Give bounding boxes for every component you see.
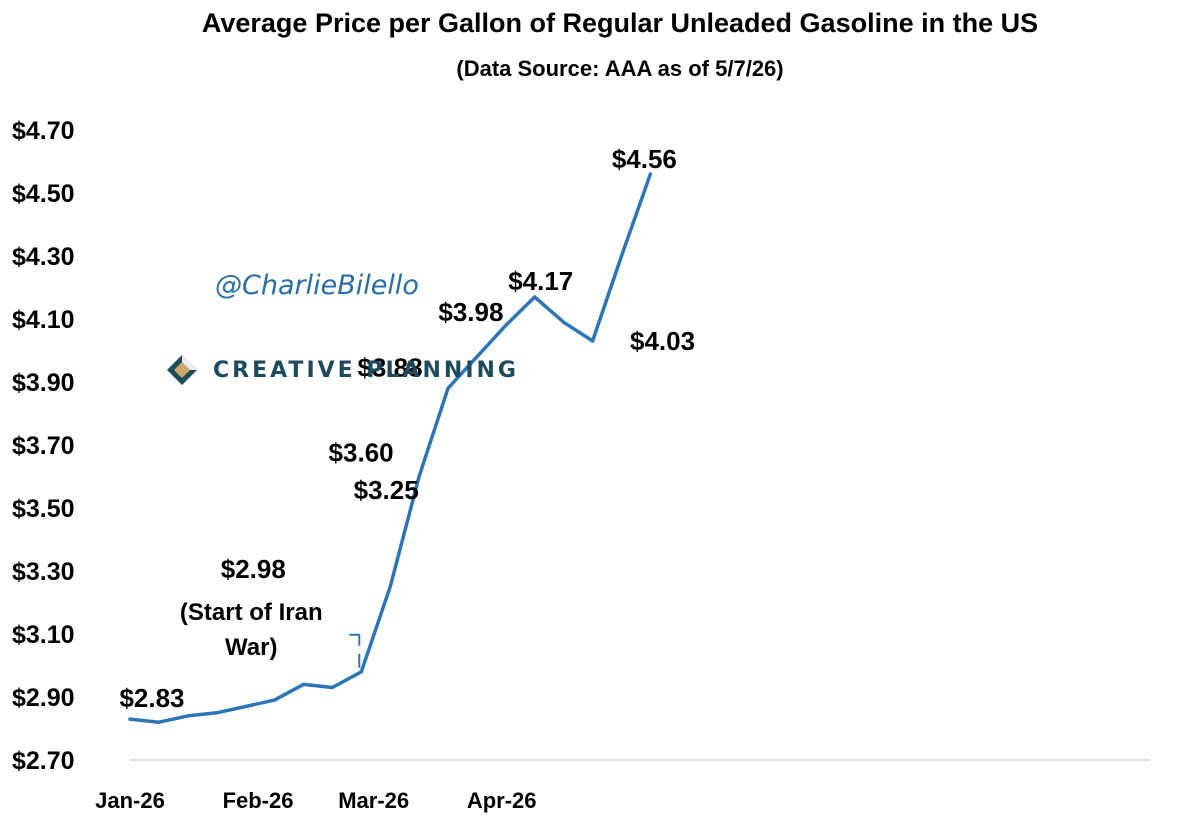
- data-label: $4.17: [508, 266, 573, 296]
- y-tick-label: $3.90: [12, 369, 75, 397]
- x-tick-label: Mar-26: [338, 788, 409, 813]
- x-tick-label: Feb-26: [223, 788, 294, 813]
- y-tick-label: $4.10: [12, 306, 75, 334]
- series-line: [128, 172, 653, 724]
- y-tick-label: $2.70: [12, 747, 75, 775]
- data-label: $4.56: [612, 144, 677, 174]
- y-tick-label: $3.10: [12, 621, 75, 649]
- x-axis-ticks: Jan-26 Feb-26 Mar-26 Apr-26: [95, 788, 536, 813]
- annotations: (Start of Iran War): [180, 599, 323, 661]
- y-tick-label: $2.90: [12, 684, 75, 712]
- y-axis-ticks: $2.70 $2.90 $3.10 $3.30 $3.50 $3.70 $3.90 $4.10…: [12, 117, 75, 775]
- data-label: $3.88: [357, 352, 422, 382]
- data-label: $3.98: [438, 297, 503, 327]
- data-label: $3.60: [329, 438, 394, 468]
- brand-name: CREATIVE PLANNING: [213, 357, 519, 383]
- creative-planning-logo-icon: [167, 355, 197, 385]
- y-tick-label: $3.30: [12, 558, 75, 586]
- y-tick-label: $3.70: [12, 432, 75, 460]
- data-label: $2.98: [221, 554, 286, 584]
- x-tick-label: Jan-26: [95, 788, 165, 813]
- chart-title: Average Price per Gallon of Regular Unle…: [201, 8, 1039, 38]
- author-watermark: @CharlieBilello: [215, 270, 419, 301]
- data-label: $4.03: [630, 326, 695, 356]
- data-label: $3.25: [354, 475, 419, 505]
- annotation-text: War): [225, 634, 277, 661]
- data-labels: $2.83 $2.98 $3.25 $3.60 $3.88 $3.98$4.17 $4.03…: [119, 144, 695, 713]
- annotation-connector: [349, 633, 361, 668]
- brand-logo: CREATIVE PLANNING: [165, 350, 519, 390]
- annotation-text: (Start of Iran: [180, 599, 323, 626]
- y-tick-label: $3.50: [12, 495, 75, 523]
- chart-subtitle: (Data Source: AAA as of 5/7/26): [456, 56, 784, 81]
- y-tick-label: $4.30: [12, 243, 75, 271]
- y-tick-label: $4.70: [12, 117, 75, 145]
- y-tick-label: $4.50: [12, 180, 75, 208]
- data-label: $2.83: [119, 683, 184, 713]
- x-tick-label: Apr-26: [467, 788, 537, 813]
